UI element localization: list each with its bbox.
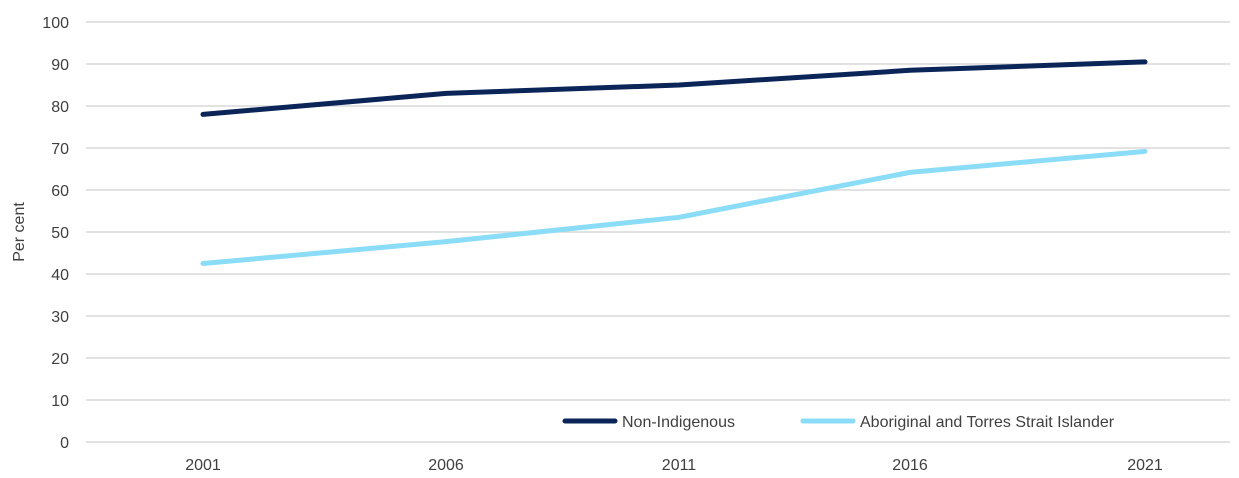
y-tick-label: 40	[51, 267, 69, 284]
y-tick-label: 90	[51, 57, 69, 74]
y-tick-label: 50	[51, 225, 69, 242]
y-axis-ticks: 0 10 20 30 40 50 60 70 80 90 100	[42, 15, 69, 452]
legend: Non-Indigenous Aboriginal and Torres Stra…	[565, 414, 1115, 431]
y-tick-label: 60	[51, 183, 69, 200]
x-tick-label: 2001	[185, 457, 221, 473]
x-tick-label: 2006	[428, 457, 464, 473]
x-tick-label: 2011	[662, 457, 697, 473]
x-tick-label: 2016	[892, 457, 928, 473]
y-tick-label: 0	[60, 435, 69, 452]
y-tick-label: 20	[51, 351, 69, 368]
series-line-1	[203, 151, 1145, 263]
x-axis-ticks: 2001 2006 2011 2016 2021	[185, 457, 1163, 473]
y-tick-label: 30	[51, 309, 69, 326]
legend-label: Aboriginal and Torres Strait Islander	[860, 414, 1115, 431]
legend-label: Non-Indigenous	[622, 414, 735, 431]
y-tick-label: 70	[51, 141, 69, 158]
series-lines	[203, 62, 1145, 264]
y-axis-title: Per cent	[11, 202, 28, 262]
y-tick-label: 80	[51, 99, 69, 116]
y-tick-label: 100	[42, 15, 69, 32]
x-tick-label: 2021	[1127, 457, 1163, 473]
y-tick-label: 10	[51, 393, 69, 410]
